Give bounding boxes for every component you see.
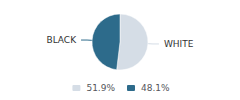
svg-text:51.9%: 51.9% <box>86 83 115 93</box>
svg-text:BLACK: BLACK <box>46 35 77 45</box>
svg-text:WHITE: WHITE <box>164 39 194 49</box>
svg-text:48.1%: 48.1% <box>141 83 170 93</box>
